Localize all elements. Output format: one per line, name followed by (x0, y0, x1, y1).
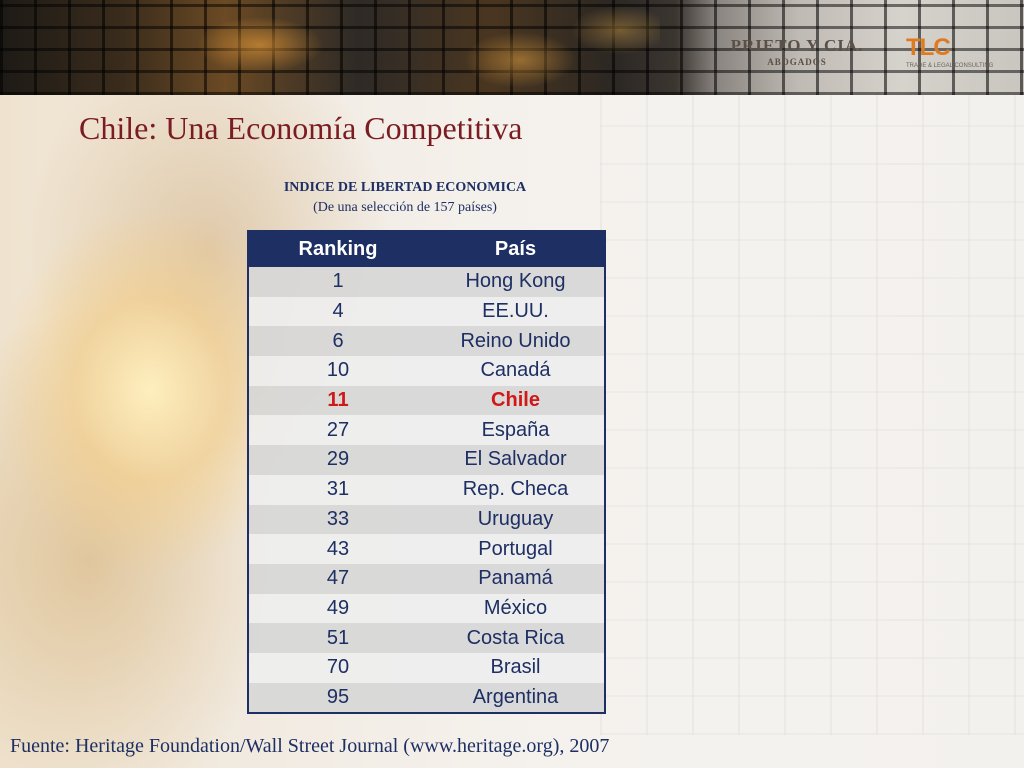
tlc-logo-tagline: TRADE & LEGAL CONSULTING (906, 63, 994, 69)
prieto-logo-name: PRIETO Y CIA. (730, 36, 864, 55)
table-row: 1 Hong Kong (248, 267, 605, 297)
table-row: 4 EE.UU. (248, 296, 605, 327)
source-footnote: Fuente: Heritage Foundation/Wall Street … (10, 735, 610, 757)
rank-cell: 70 (248, 652, 427, 683)
rank-cell: 11 (248, 385, 427, 416)
ranking-table: Ranking País 1 Hong Kong 4 EE.UU. 6 Reino Uni… (247, 230, 606, 715)
country-cell: Hong Kong (427, 267, 605, 297)
rank-cell: 27 (248, 415, 427, 446)
rank-cell: 10 (248, 356, 427, 386)
background-building-pattern (600, 95, 1024, 735)
table-header-row: Ranking País (248, 231, 605, 267)
country-cell: Canadá (427, 356, 605, 386)
prieto-logo: PRIETO Y CIA. ABOGADOS (722, 36, 872, 68)
country-cell: El Salvador (427, 445, 605, 475)
table-row: 47 Panamá (248, 563, 605, 594)
rank-cell: 6 (248, 326, 427, 357)
table-row: 11 Chile (248, 385, 605, 416)
table-row: 70 Brasil (248, 652, 605, 683)
rank-cell: 95 (248, 682, 427, 714)
rank-cell: 43 (248, 534, 427, 564)
header-city-lights (100, 0, 660, 95)
country-cell: Brasil (427, 652, 605, 683)
table-row: 6 Reino Unido (248, 326, 605, 357)
rank-cell: 31 (248, 474, 427, 505)
column-header-ranking: Ranking (248, 231, 427, 267)
tlc-logo-mark: TLC (906, 34, 951, 61)
country-cell: Rep. Checa (427, 474, 605, 505)
rank-cell: 51 (248, 623, 427, 653)
table-row: 31 Rep. Checa (248, 474, 605, 505)
prieto-logo-subtitle: ABOGADOS (767, 57, 827, 67)
rank-cell: 1 (248, 267, 427, 297)
table-heading: INDICE DE LIBERTAD ECONOMICA (De una sel… (150, 178, 660, 218)
table-row: 95 Argentina (248, 682, 605, 714)
rank-cell: 29 (248, 445, 427, 475)
country-cell: Uruguay (427, 504, 605, 535)
country-cell: Panamá (427, 563, 605, 594)
country-cell: Reino Unido (427, 326, 605, 357)
country-cell: España (427, 415, 605, 446)
table-row: 49 México (248, 593, 605, 624)
table-row: 51 Costa Rica (248, 623, 605, 653)
header-banner (0, 0, 1024, 95)
table-row: 27 España (248, 415, 605, 446)
country-cell: EE.UU. (427, 296, 605, 327)
table-subtitle: (De una selección de 157 países) (313, 200, 497, 215)
country-cell: Costa Rica (427, 623, 605, 653)
country-cell: Portugal (427, 534, 605, 564)
rank-cell: 4 (248, 296, 427, 327)
country-cell: México (427, 593, 605, 624)
rank-cell: 33 (248, 504, 427, 535)
slide-title: Chile: Una Economía Competitiva (79, 110, 523, 146)
country-cell: Argentina (427, 682, 605, 714)
table-body: 1 Hong Kong 4 EE.UU. 6 Reino Unido 10 Canadá 11 C… (248, 267, 605, 714)
table-row: 10 Canadá (248, 356, 605, 386)
table-row: 29 El Salvador (248, 445, 605, 475)
table-title: INDICE DE LIBERTAD ECONOMICA (283, 180, 527, 195)
tlc-logo: TLC TRADE & LEGAL CONSULTING (906, 34, 996, 70)
table-row: 43 Portugal (248, 534, 605, 564)
rank-cell: 47 (248, 563, 427, 594)
rank-cell: 49 (248, 593, 427, 624)
column-header-country: País (427, 231, 605, 267)
country-cell: Chile (427, 385, 605, 416)
table-row: 33 Uruguay (248, 504, 605, 535)
